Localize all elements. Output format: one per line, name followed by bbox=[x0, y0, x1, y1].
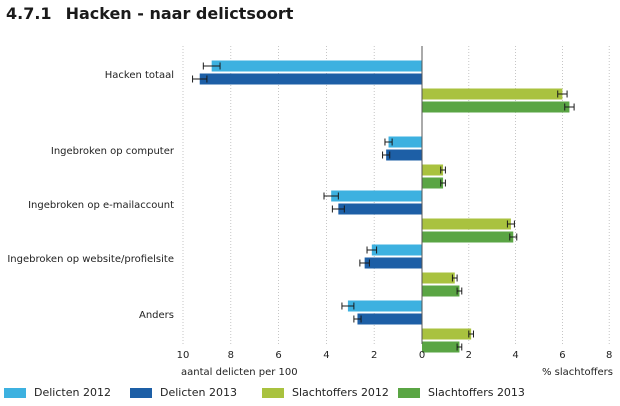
tick-label: 8 bbox=[228, 350, 234, 361]
chart-title-row: 4.7.1 Hacken - naar delictsoort bbox=[6, 4, 293, 28]
bar-delicten-2012 bbox=[347, 300, 422, 312]
tick-label: 2 bbox=[371, 350, 377, 361]
legend-label: Delicten 2013 bbox=[160, 386, 237, 399]
butterfly-bar-chart: Hacken totaal Ingebroken op computer Ingeb… bbox=[7, 46, 613, 378]
bar-delicten-2012 bbox=[211, 60, 422, 72]
bar-delicten-2012 bbox=[388, 136, 422, 148]
legend-item: Delicten 2012 bbox=[4, 386, 111, 399]
bar-slachtoffers-2012 bbox=[422, 328, 472, 340]
legend-item: Slachtoffers 2012 bbox=[262, 386, 389, 399]
category-label: Ingebroken op website/profielsite bbox=[7, 254, 174, 265]
bar-slachtoffers-2012 bbox=[422, 218, 511, 230]
tick-label: 2 bbox=[466, 350, 472, 361]
right-axis-label: % slachtoffers bbox=[542, 367, 613, 378]
tick-label: 0 bbox=[419, 350, 425, 361]
bar-delicten-2013 bbox=[357, 313, 422, 325]
bar-slachtoffers-2013 bbox=[422, 101, 570, 113]
section-number: 4.7.1 bbox=[6, 4, 52, 23]
legend-swatch bbox=[4, 387, 26, 398]
tick-label: 6 bbox=[559, 350, 565, 361]
legend-item: Delicten 2013 bbox=[130, 386, 237, 399]
tick-label: 8 bbox=[606, 350, 612, 361]
left-axis-label: aantal delicten per 100 bbox=[181, 367, 298, 378]
legend-swatch bbox=[130, 387, 152, 398]
bar-slachtoffers-2013 bbox=[422, 177, 444, 189]
chart-title: Hacken - naar delictsoort bbox=[65, 4, 294, 23]
bar-delicten-2013 bbox=[199, 73, 422, 85]
bar-delicten-2013 bbox=[386, 149, 422, 161]
tick-label: 10 bbox=[177, 350, 190, 361]
bar-delicten-2013 bbox=[338, 203, 422, 215]
category-label: Ingebroken op computer bbox=[51, 146, 175, 157]
tick-label: 6 bbox=[275, 350, 281, 361]
legend-label: Slachtoffers 2013 bbox=[428, 386, 525, 399]
legend-label: Slachtoffers 2012 bbox=[292, 386, 389, 399]
bar-slachtoffers-2012 bbox=[422, 164, 444, 176]
category-label: Ingebroken op e-mailaccount bbox=[28, 200, 174, 211]
category-label: Anders bbox=[139, 310, 174, 321]
legend-item: Slachtoffers 2013 bbox=[398, 386, 525, 399]
legend: Delicten 2012 Delicten 2013 Slachtoffers 2… bbox=[0, 386, 620, 404]
bar-slachtoffers-2012 bbox=[422, 272, 455, 284]
legend-swatch bbox=[262, 387, 284, 398]
bar-slachtoffers-2012 bbox=[422, 88, 563, 100]
bar-delicten-2012 bbox=[331, 190, 422, 202]
tick-label: 4 bbox=[323, 350, 329, 361]
bar-delicten-2012 bbox=[371, 244, 422, 256]
bar-slachtoffers-2013 bbox=[422, 285, 460, 297]
category-label: Hacken totaal bbox=[105, 70, 174, 81]
tick-label: 4 bbox=[512, 350, 518, 361]
legend-swatch bbox=[398, 387, 420, 398]
bar-slachtoffers-2013 bbox=[422, 341, 460, 353]
legend-label: Delicten 2012 bbox=[34, 386, 111, 399]
bar-slachtoffers-2013 bbox=[422, 231, 514, 243]
bar-delicten-2013 bbox=[364, 257, 422, 269]
